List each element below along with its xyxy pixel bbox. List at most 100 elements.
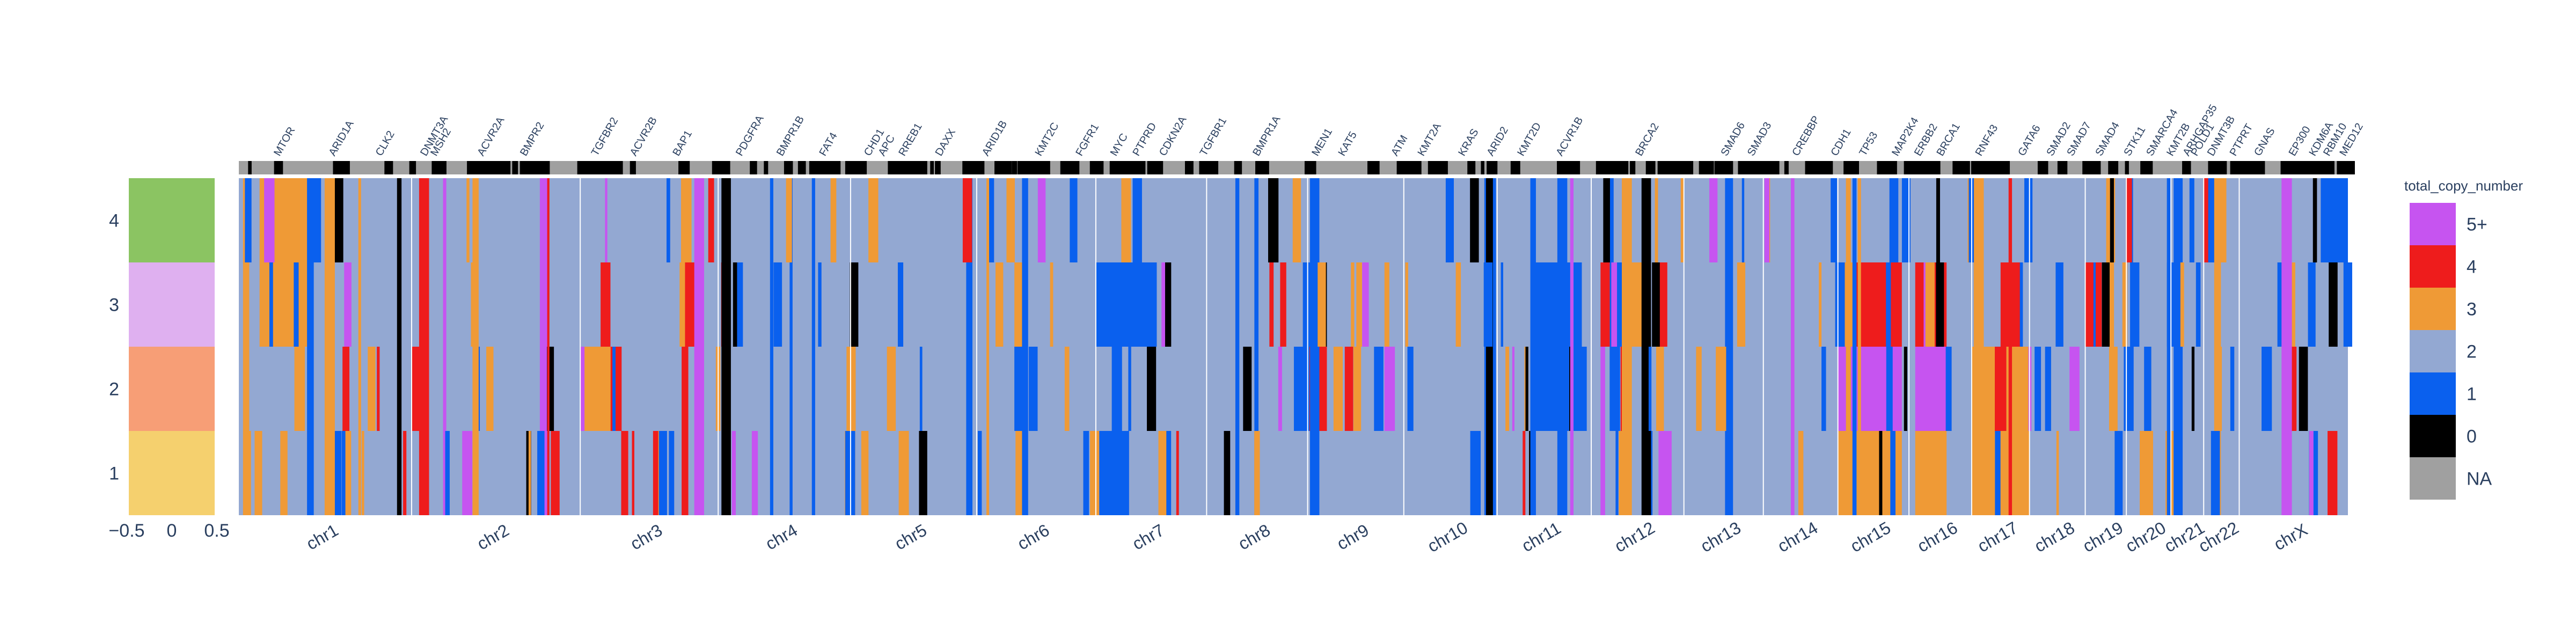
heatmap-cell [1945, 347, 1952, 431]
heatmap-cell [2211, 431, 2220, 515]
heatmap-cell [989, 178, 994, 262]
heatmap-cell [1353, 347, 1362, 431]
gene-track-mark [2108, 161, 2119, 174]
heatmap-cell [2055, 262, 2063, 347]
heatmap-cell [1716, 347, 1726, 431]
gene-track-mark [1596, 161, 1616, 174]
heatmap-cell [2102, 262, 2110, 347]
heatmap-cell [1161, 262, 1166, 347]
heatmap-cell [1659, 262, 1667, 347]
heatmap-cell [2299, 347, 2308, 431]
gene-track-mark [1807, 161, 1828, 174]
heatmap-cell [830, 178, 837, 262]
gene-track-mark [467, 161, 471, 174]
gene-track-mark [384, 161, 393, 174]
cluster-row-label: 4 [109, 211, 119, 231]
heatmap-cell [1224, 431, 1231, 515]
heatmap-cell [1470, 178, 1479, 262]
heatmap-cell [1407, 347, 1414, 431]
gene-track-mark [2337, 161, 2355, 174]
heatmap-cell [1132, 178, 1142, 262]
heatmap-cell [2045, 347, 2051, 431]
gene-label: SMAD3 [1745, 120, 1774, 158]
heatmap-cell [2219, 347, 2222, 431]
heatmap-cell [1269, 262, 1274, 347]
legend-swatch [2410, 245, 2456, 288]
heatmap-cell [632, 431, 635, 515]
heatmap-cell [658, 431, 667, 515]
heatmap-cell [248, 431, 251, 515]
heatmap-cell [2262, 347, 2272, 431]
heatmap-cell [445, 431, 450, 515]
gene-track-mark [2233, 161, 2250, 174]
heatmap-cell [2189, 178, 2194, 262]
heatmap-cell [612, 347, 616, 431]
gene-track-mark [409, 161, 416, 174]
legend-label: 5+ [2467, 215, 2487, 235]
heatmap-cell [1280, 262, 1286, 347]
gene-label: ARID1A [327, 118, 357, 158]
heatmap-cell [1083, 431, 1089, 515]
chromosome-tick: chr10 [1424, 518, 1471, 556]
heatmap-panel [239, 178, 2352, 515]
chromosome-tick: chr16 [1914, 518, 1960, 556]
heatmap-cell [2114, 431, 2123, 515]
gene-track-mark [2057, 161, 2068, 174]
gene-track-mark [1986, 161, 2007, 174]
heatmap-cell [2329, 262, 2338, 347]
gene-track-mark [2255, 161, 2265, 174]
heatmap-cell [1655, 178, 1658, 262]
heatmap-cell [1523, 431, 1526, 515]
heatmap-cell [551, 431, 560, 515]
gene-track-mark [1784, 161, 1789, 174]
gene-label: MYC [1108, 131, 1130, 158]
heatmap-cell [2093, 262, 2096, 347]
heatmap-cell [1014, 347, 1024, 431]
gene-label: SMAD4 [2093, 120, 2122, 158]
heatmap-cell [1333, 347, 1343, 431]
chromosome-tick: chr5 [891, 520, 930, 553]
heatmap-cell [2309, 431, 2314, 515]
gene-label: BRCA1 [1935, 121, 1963, 158]
heatmap-cell [1819, 262, 1822, 347]
heatmap-cell [294, 347, 305, 431]
cluster-band [129, 262, 215, 347]
heatmap-cell [280, 431, 288, 515]
gene-track-mark [1147, 161, 1154, 174]
gene-track-mark [2208, 161, 2227, 174]
heatmap-cell [1022, 178, 1028, 515]
gene-label: KMT2A [1415, 121, 1444, 158]
heatmap-cell [1064, 347, 1070, 431]
heatmap-segment [580, 347, 611, 431]
gene-label: CLK2 [374, 129, 397, 158]
heatmap-cell [1648, 347, 1652, 431]
chromosome-tick: chr3 [627, 520, 665, 553]
chromosome-tick: chr22 [2195, 518, 2242, 556]
gene-track-mark [1428, 161, 1439, 174]
gene-track-mark [528, 161, 544, 174]
gene-track-mark [592, 161, 614, 174]
gene-label: ACVR1B [1554, 115, 1585, 158]
heatmap-cell [333, 178, 343, 262]
heatmap-cell [1603, 178, 1610, 262]
heatmap-cell [1619, 431, 1628, 515]
gene-track-mark [1772, 161, 1780, 174]
gene-label: BMPR1A [1250, 114, 1283, 158]
chromosome-tick: chr8 [1235, 520, 1274, 553]
heatmap-cell [1344, 347, 1353, 431]
gene-track-mark [433, 161, 445, 174]
gene-label: CDKN2A [1157, 114, 1189, 158]
heatmap-cell [1889, 178, 1899, 262]
heatmap-cell [368, 347, 376, 431]
heatmap-cell [978, 431, 982, 515]
gene-track-mark [2230, 161, 2235, 174]
heatmap-cell [397, 178, 402, 515]
legend-swatch [2410, 288, 2456, 330]
chromosome-tick: chr6 [1014, 520, 1052, 553]
heatmap-cell [1557, 178, 1568, 515]
heatmap-cell [1737, 262, 1746, 347]
gene-label: RNF43 [1973, 123, 2001, 158]
gene-label: STK11 [2121, 125, 2148, 158]
heatmap-cell [1835, 262, 1845, 347]
